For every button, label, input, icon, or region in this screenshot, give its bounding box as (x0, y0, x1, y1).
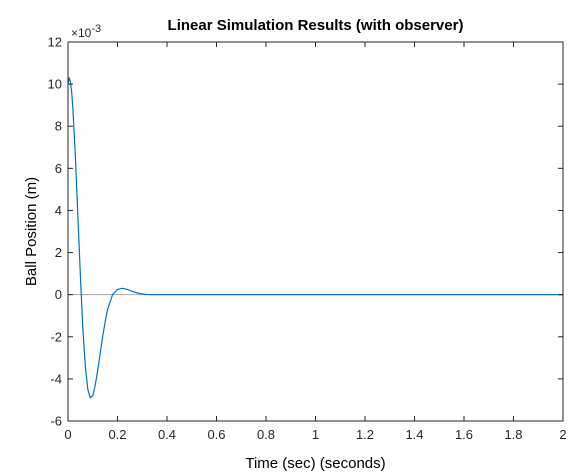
y-tick-label: 2 (55, 245, 62, 260)
y-tick-label: -6 (50, 414, 62, 429)
y-tick-label: 6 (55, 161, 62, 176)
x-tick-label: 0.4 (158, 427, 176, 442)
y-tick-label: -2 (50, 329, 62, 344)
y-tick-label: 10 (48, 77, 62, 92)
series-line-1 (67, 77, 563, 399)
plot-area (68, 42, 563, 421)
tick-layer: 0 0.2 0.4 0.6 0.8 1 1.2 1.4 1.6 1.8 2 -6 -4 -2 0 2 4 6 8 10… (48, 35, 567, 443)
y-axis-exponent-power: -3 (91, 23, 101, 35)
y-axis-exponent: ×10-3 (71, 23, 101, 40)
x-tick-label: 0 (64, 427, 71, 442)
x-tick-label: 1.4 (405, 427, 423, 442)
x-tick-label: 1.8 (504, 427, 522, 442)
series-layer (67, 77, 563, 399)
x-tick-label: 0.8 (257, 427, 275, 442)
y-axis-exponent-base: ×10 (71, 26, 92, 40)
y-tick-label: -4 (50, 371, 62, 386)
x-tick-label: 1 (312, 427, 319, 442)
x-tick-label: 0.6 (207, 427, 225, 442)
x-tick-label: 1.2 (356, 427, 374, 442)
y-axis-label: Ball Position (m) (23, 177, 40, 286)
x-tick-label: 0.2 (108, 427, 126, 442)
y-tick-label: 12 (48, 35, 62, 50)
y-tick-label: 0 (55, 287, 62, 302)
y-tick-label: 8 (55, 119, 62, 134)
x-tick-label: 2 (559, 427, 566, 442)
chart-title: Linear Simulation Results (with observer… (168, 17, 464, 34)
x-axis-label: Time (sec) (seconds) (245, 455, 385, 472)
y-tick-label: 4 (55, 203, 62, 218)
x-tick-label: 1.6 (455, 427, 473, 442)
